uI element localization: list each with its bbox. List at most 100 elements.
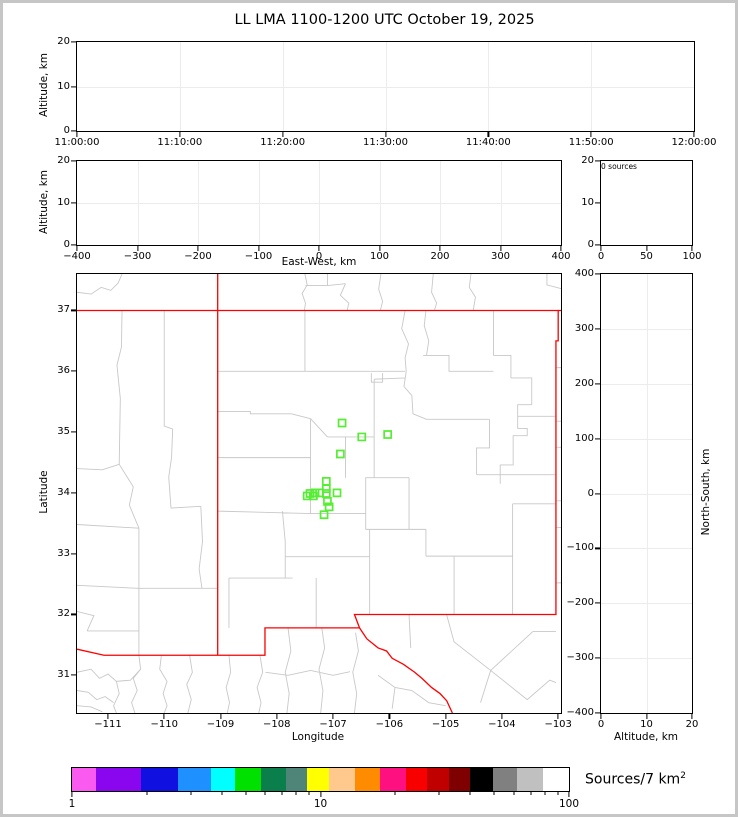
axis-label-longitude: Longitude — [291, 731, 345, 743]
y-tick-mark — [71, 674, 76, 676]
y-tick-label: 20 — [57, 36, 70, 47]
colorbar-minor-tick — [281, 792, 283, 795]
colorbar-tick-label: 100 — [558, 798, 580, 810]
x-tick-label: 50 — [640, 251, 653, 262]
x-tick-mark — [645, 714, 648, 719]
gridline-horizontal — [77, 86, 694, 88]
y-tick-mark — [71, 492, 76, 494]
x-tick-label: 100 — [369, 251, 390, 262]
x-tick-label: 100 — [682, 251, 702, 262]
y-tick-label: 10 — [581, 197, 594, 208]
y-tick-mark — [71, 85, 76, 88]
y-tick-mark — [595, 328, 600, 330]
y-tick-label: 37 — [57, 304, 70, 316]
y-tick-label: −400 — [566, 707, 594, 718]
ns-height-panel: 0 10 20 400 300 200 100 0 −100 −200 −300 −400 — [567, 269, 699, 730]
station-marker — [310, 492, 317, 499]
y-tick-mark — [71, 160, 76, 162]
x-tick-label: 0 — [315, 251, 323, 262]
y-tick-label: 34 — [57, 486, 70, 498]
colorbar-major-tick — [71, 792, 73, 797]
y-tick-label: 33 — [57, 547, 70, 559]
gridline-horizontal — [77, 203, 561, 204]
station-marker — [384, 431, 391, 438]
colorbar-segment — [211, 768, 235, 791]
colorbar-minor-tick — [544, 792, 546, 795]
y-tick-mark — [71, 553, 76, 555]
x-tick-label: −107 — [319, 719, 347, 730]
x-tick-label: −104 — [488, 719, 516, 730]
gridline-horizontal — [601, 328, 692, 330]
x-tick-mark — [76, 132, 78, 137]
x-tick-mark — [76, 246, 78, 251]
x-tick-mark — [501, 714, 503, 719]
colorbar-minor-tick — [469, 792, 471, 795]
y-tick-label: 20 — [581, 155, 594, 166]
x-tick-label: 11:50:00 — [568, 137, 614, 148]
y-tick-label: 10 — [57, 80, 70, 92]
x-tick-mark — [590, 132, 592, 137]
x-tick-mark — [136, 246, 139, 251]
plan-view-map-panel: −111 −110 −109 −108 −107 −106 −105 −104 −103 31 32… — [57, 273, 572, 730]
colorbar-segment — [140, 768, 178, 791]
county-borders-path — [77, 274, 561, 713]
x-tick-label: −400 — [63, 251, 91, 262]
x-tick-mark — [318, 246, 320, 251]
x-tick-label: −105 — [431, 719, 460, 730]
y-tick-mark — [595, 383, 600, 385]
y-tick-label: 0 — [587, 239, 594, 250]
y-tick-label: 32 — [57, 608, 70, 620]
x-tick-mark — [691, 714, 693, 719]
x-tick-label: −111 — [94, 719, 122, 730]
colorbar-segment — [72, 768, 97, 791]
colorbar-label-text: Sources/7 km — [585, 771, 681, 788]
y-tick-label: 0 — [587, 487, 594, 499]
y-tick-mark — [71, 431, 76, 433]
y-tick-mark — [595, 438, 600, 440]
x-tick-mark — [645, 246, 648, 251]
axis-label-altitude-bottom: Altitude, km — [613, 731, 679, 743]
colorbar-segment — [542, 768, 569, 791]
x-tick-label: −200 — [184, 251, 212, 262]
altitude-histogram-panel: 0 sources 0 50 100 0 10 20 — [581, 156, 701, 262]
x-tick-mark — [560, 246, 562, 251]
gridline-horizontal — [601, 548, 692, 550]
colorbar-minor-tick — [264, 792, 266, 795]
lma-stations-group — [304, 419, 392, 518]
station-marker — [358, 433, 365, 440]
y-tick-mark — [595, 202, 600, 204]
y-tick-mark — [71, 244, 76, 246]
colorbar-segment — [260, 768, 287, 791]
time-height-panel: 11:00:00 11:10:00 11:20:00 11:30:00 11:40:00… — [55, 37, 717, 148]
x-tick-mark — [691, 246, 693, 251]
station-marker — [339, 419, 346, 426]
y-tick-label: 31 — [57, 669, 70, 681]
x-tick-mark — [600, 714, 602, 719]
y-tick-mark — [71, 370, 76, 372]
colorbar-minor-tick — [493, 792, 495, 795]
x-tick-label: −300 — [123, 251, 152, 262]
colorbar-major-tick — [319, 792, 322, 797]
y-tick-label: 400 — [574, 268, 594, 279]
x-tick-label: 11:00:00 — [54, 137, 100, 148]
x-tick-mark — [499, 246, 502, 251]
x-tick-label: −108 — [263, 719, 291, 730]
y-tick-mark — [595, 244, 600, 246]
y-tick-label: 100 — [574, 432, 594, 444]
y-tick-mark — [71, 130, 76, 132]
y-tick-mark — [71, 309, 76, 312]
colorbar-minor-tick — [557, 792, 559, 795]
y-tick-label: −100 — [566, 542, 594, 554]
x-tick-label: −100 — [244, 251, 273, 262]
y-tick-mark — [71, 613, 76, 616]
x-tick-label: 11:40:00 — [465, 137, 511, 148]
x-tick-label: 400 — [551, 251, 571, 262]
x-tick-mark — [276, 714, 278, 719]
colorbar-segment — [328, 768, 355, 791]
colorbar-segment — [96, 768, 141, 791]
x-tick-mark — [163, 714, 165, 719]
y-tick-mark — [595, 657, 600, 659]
y-tick-mark — [595, 547, 600, 549]
y-tick-mark — [595, 492, 600, 495]
x-tick-label: −110 — [150, 719, 178, 730]
